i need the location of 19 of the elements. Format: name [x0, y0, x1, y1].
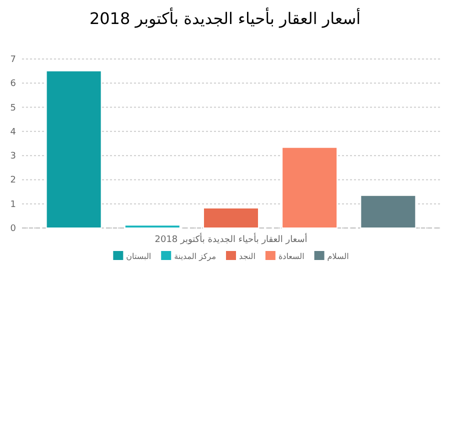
legend-label: مركز المدينة	[174, 252, 216, 261]
y-tick-label: 4	[10, 127, 16, 138]
legend-label: النجد	[239, 252, 256, 261]
bar	[46, 70, 102, 228]
y-tick-label: 0	[10, 224, 16, 234]
y-tick-label: 7	[10, 55, 16, 65]
y-tick-label: 5	[10, 103, 16, 114]
legend-label: البستان	[126, 252, 152, 261]
legend-label: السعادة	[278, 252, 304, 261]
y-tick-label: 6	[10, 79, 16, 90]
bar	[282, 146, 338, 228]
y-tick-label: 1	[10, 200, 16, 210]
legend-label: السلام	[327, 252, 349, 261]
bar	[124, 224, 180, 228]
y-tick-label: 3	[10, 152, 16, 162]
y-tick-label: 2	[10, 176, 16, 186]
bar	[202, 207, 260, 228]
chart-title: أسعار العقار بأحياء الجديدة بأكتوبر 2018	[89, 7, 361, 28]
bar	[360, 194, 416, 228]
